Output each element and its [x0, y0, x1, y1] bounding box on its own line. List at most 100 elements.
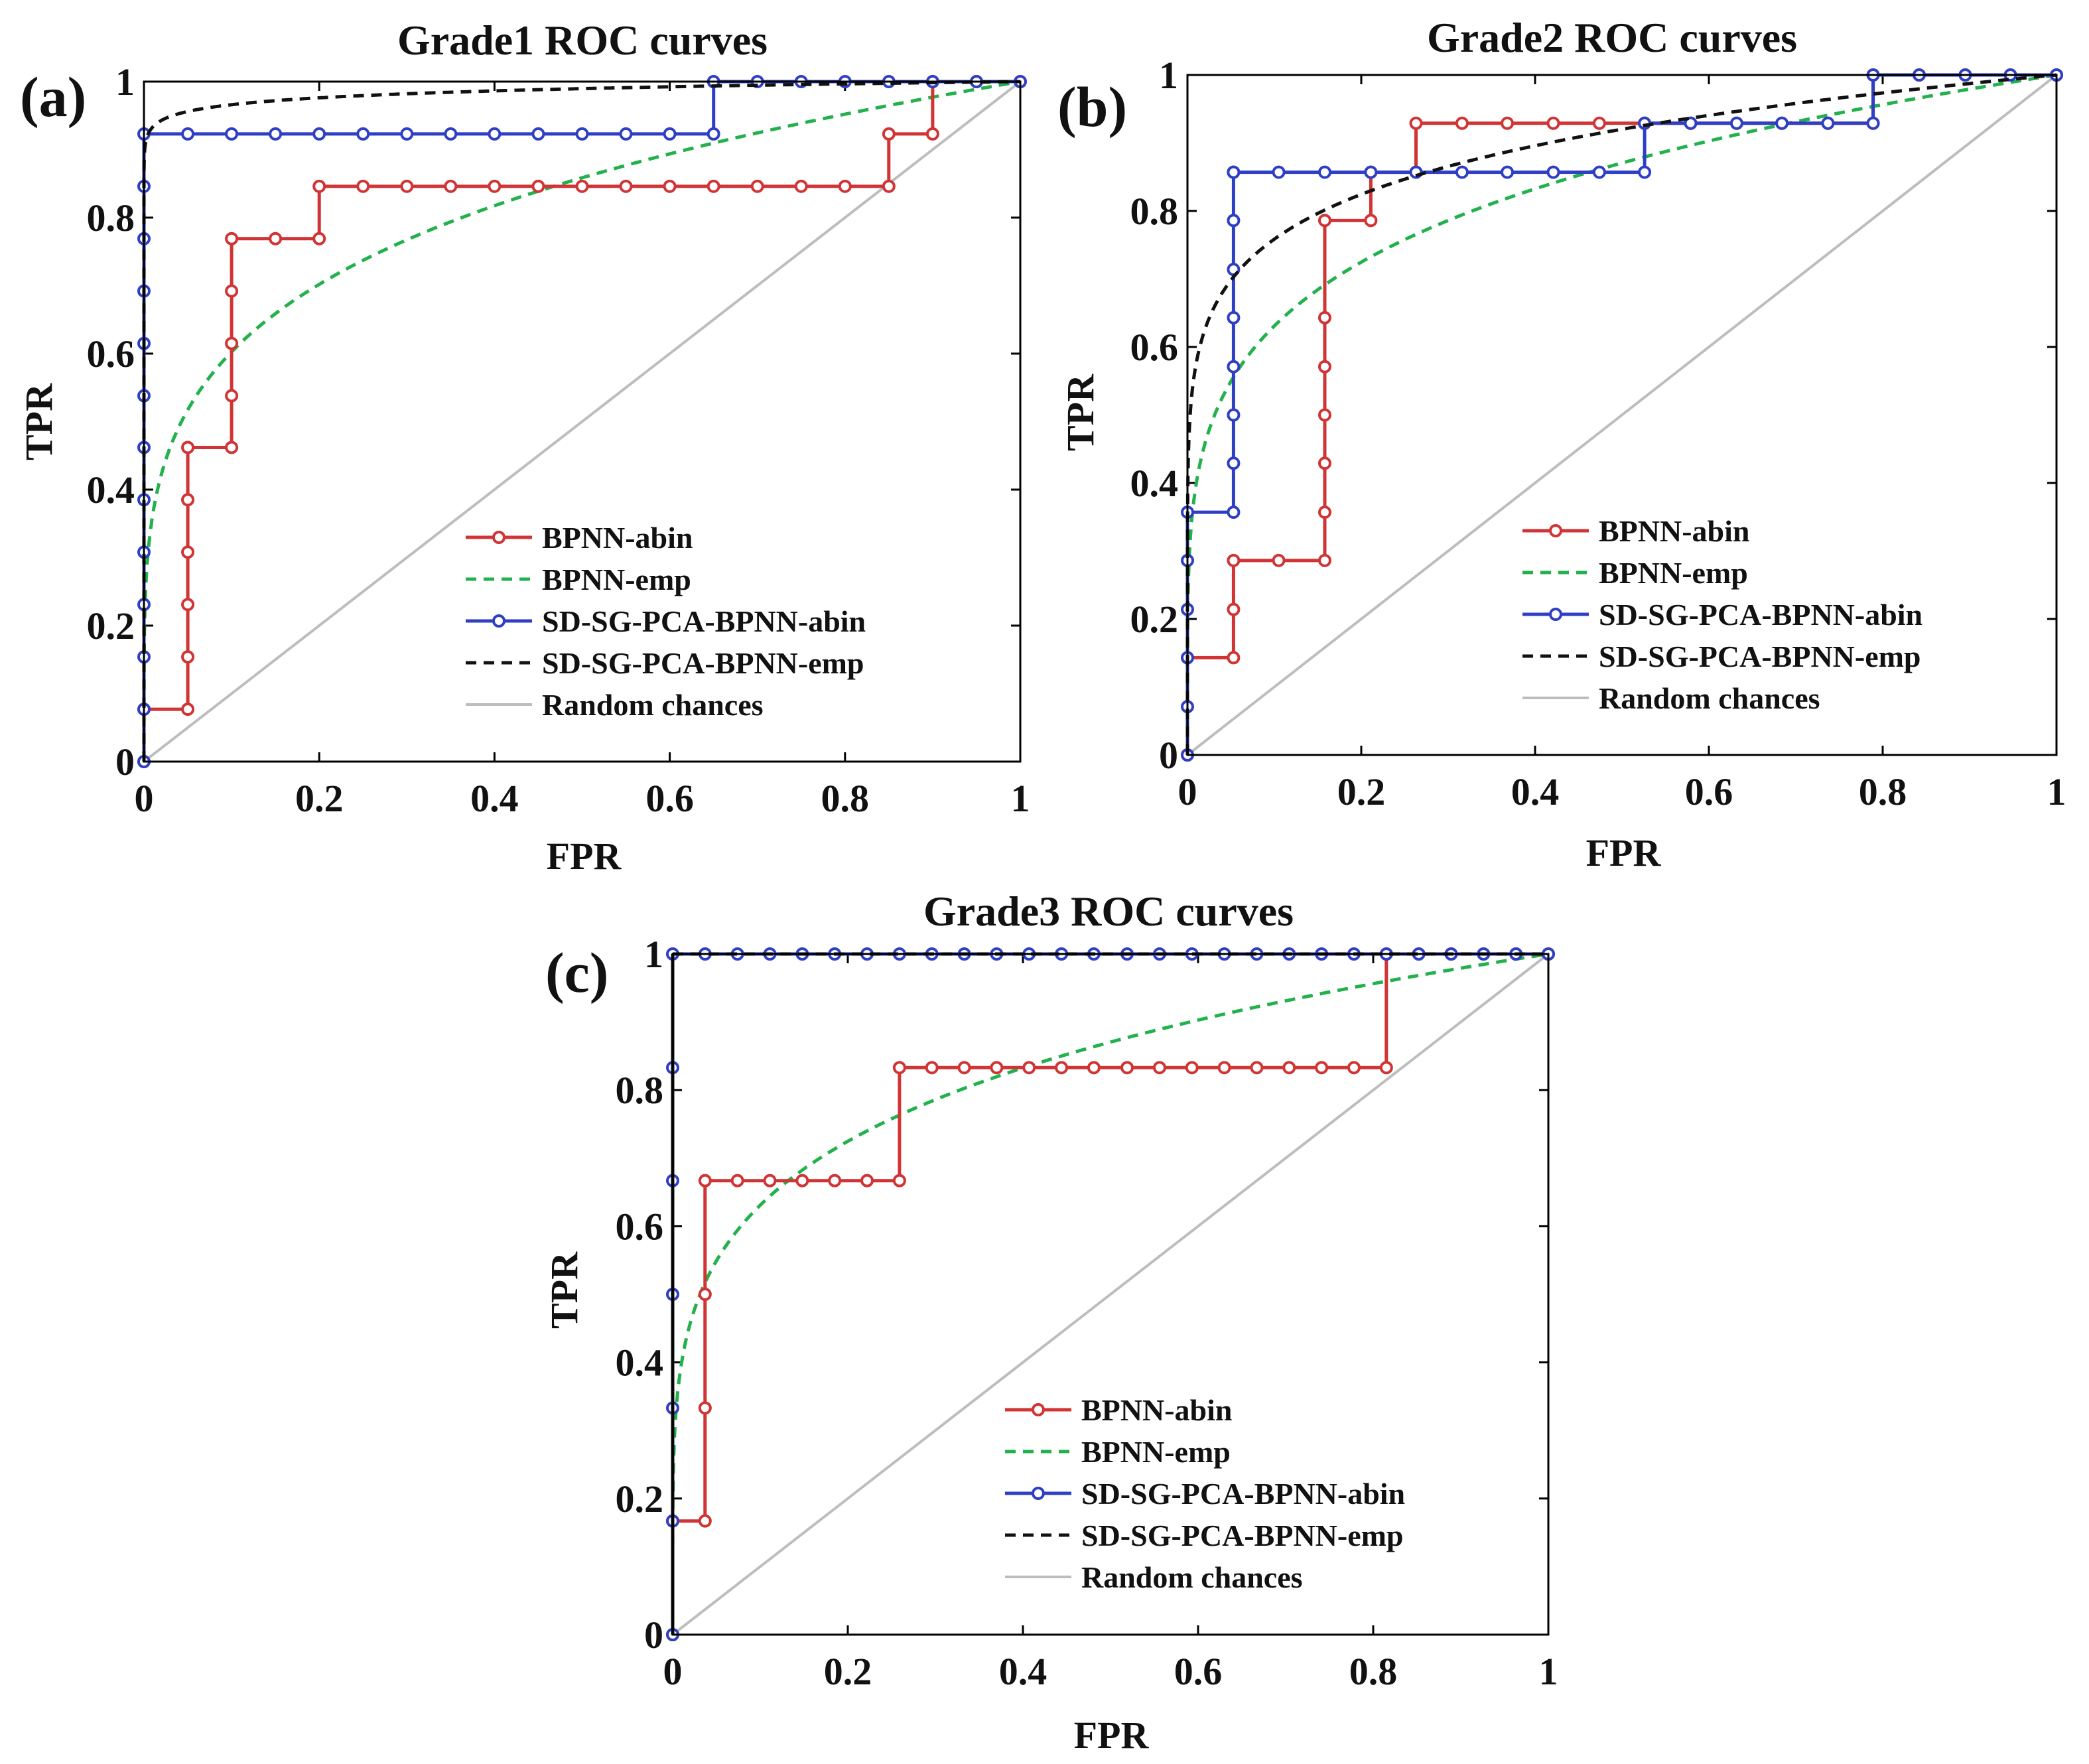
- series-bpnn-abin-point: [882, 179, 896, 193]
- x-tick-label: 1: [1011, 777, 1030, 820]
- series-bpnn-abin-point: [1272, 553, 1286, 567]
- panel-b-ticks: 0 0.2 0.4 0.6 0.8 1 0 0.2 0.4 0.6 0.8 1: [1130, 54, 2066, 813]
- series-sd-abin-point: [1227, 506, 1241, 519]
- series-bpnn-abin-point: [957, 1061, 971, 1075]
- legend-label: BPNN-emp: [542, 563, 691, 596]
- series-sd-abin-point: [1455, 165, 1469, 179]
- series-sd-abin-point: [1227, 456, 1241, 470]
- panel-b-ylabel: TPR: [1059, 373, 1102, 451]
- series-sd-abin-point: [1546, 165, 1560, 179]
- series-bpnn-abin-point: [1364, 214, 1378, 228]
- panel-b-title: Grade2 ROC curves: [1427, 14, 1797, 61]
- y-tick-label: 1: [644, 933, 663, 976]
- series-sd-abin-point: [312, 127, 326, 141]
- series-bpnn-abin-point: [312, 232, 326, 245]
- series-bpnn-abin-point: [860, 1174, 874, 1187]
- y-tick-label: 0.6: [616, 1205, 664, 1248]
- series-sd-abin-point: [1272, 165, 1286, 179]
- y-tick-label: 0.8: [87, 196, 135, 239]
- x-tick-label: 0: [663, 1650, 683, 1693]
- series-bpnn-abin-point: [1315, 1061, 1329, 1075]
- series-sd-abin-point: [1592, 165, 1606, 179]
- series-bpnn-abin-point: [828, 1174, 842, 1187]
- series-sd-abin-point: [1227, 310, 1241, 324]
- panel-c-ylabel: TPR: [543, 1251, 586, 1329]
- series-bpnn-abin-point: [794, 179, 808, 193]
- legend-item-sd-abin: SD-SG-PCA-BPNN-abin: [1522, 598, 1922, 632]
- y-tick-label: 1: [115, 60, 135, 103]
- series-sd-abin-point: [400, 127, 414, 141]
- x-tick-label: 0.2: [824, 1650, 872, 1693]
- series-bpnn-abin-point: [1055, 1061, 1069, 1075]
- series-bpnn-abin-point: [181, 598, 195, 612]
- series-bpnn-abin-point: [1317, 506, 1331, 519]
- series-bpnn-abin-point: [1227, 553, 1241, 567]
- x-tick-label: 0: [135, 777, 154, 820]
- series-bpnn-abin-point: [1317, 310, 1331, 324]
- y-tick-label: 0.6: [87, 332, 135, 375]
- panel-b: Grade2 ROC curves (b) FPR TPR 0 0.2 0.4 0.6…: [1057, 14, 2066, 874]
- series-bpnn-abin-point: [356, 179, 370, 193]
- panel-c: Grade3 ROC curves (c) FPR TPR 0 0.2 0.4 0.6…: [543, 888, 1558, 1757]
- y-tick-label: 0.8: [1130, 190, 1179, 233]
- legend-label: SD-SG-PCA-BPNN-abin: [1081, 1477, 1405, 1511]
- series-bpnn-abin-point: [698, 1401, 712, 1415]
- series-bpnn-abin-point: [1087, 1061, 1101, 1075]
- series-bpnn-abin-point: [1501, 116, 1515, 130]
- series-bpnn-abin-point: [269, 232, 283, 245]
- legend-label: BPNN-abin: [1599, 514, 1749, 548]
- series-bpnn-abin-point: [1546, 116, 1560, 130]
- series-bpnn-abin-line: [671, 952, 1548, 1635]
- legend-item-sd-emp: SD-SG-PCA-BPNN-emp: [1522, 640, 1921, 673]
- series-sd-abin-point: [575, 127, 589, 141]
- series-bpnn-abin-point: [698, 1174, 712, 1187]
- x-tick-label: 0.2: [1337, 770, 1386, 813]
- legend-label: SD-SG-PCA-BPNN-abin: [542, 604, 866, 638]
- legend-item-bpnn-abin: BPNN-abin: [1522, 514, 1749, 548]
- legend-item-bpnn-emp: BPNN-emp: [466, 563, 691, 596]
- y-tick-label: 0: [644, 1613, 663, 1657]
- series-bpnn-abin-point: [1227, 651, 1241, 665]
- series-bpnn-abin-point: [488, 179, 502, 193]
- series-sd-abin-point: [1866, 116, 1880, 130]
- series-bpnn-abin-point: [1250, 1061, 1264, 1075]
- panel-c-title: Grade3 ROC curves: [923, 888, 1294, 935]
- x-tick-label: 0.2: [295, 777, 344, 820]
- series-bpnn-abin-point: [838, 179, 852, 193]
- series-bpnn-abin-point: [795, 1174, 809, 1187]
- series-bpnn-abin-point: [892, 1061, 906, 1075]
- y-tick-label: 0.2: [1130, 598, 1179, 641]
- panel-b-label: (b): [1057, 75, 1127, 139]
- series-bpnn-abin-point: [1185, 1061, 1199, 1075]
- panel-c-axes-frame: [671, 953, 1550, 1636]
- panel-b-xlabel: FPR: [1586, 831, 1662, 874]
- series-sd-abin-point: [1729, 116, 1743, 130]
- series-bpnn-abin-point: [225, 441, 239, 454]
- x-tick-label: 0.8: [1859, 770, 1907, 813]
- legend-label: SD-SG-PCA-BPNN-abin: [1599, 598, 1922, 632]
- legend-marker: [492, 614, 505, 628]
- legend-item-bpnn-abin: BPNN-abin: [466, 521, 693, 555]
- series-sd-abin-point: [269, 127, 283, 141]
- legend-marker: [1032, 1487, 1045, 1500]
- legend-label: Random chances: [1081, 1560, 1303, 1594]
- series-sd-abin-point: [1684, 116, 1698, 130]
- series-bpnn-abin-point: [1317, 408, 1331, 422]
- y-tick-label: 0.2: [87, 604, 135, 647]
- x-tick-label: 0.8: [821, 777, 870, 820]
- legend-item-random: Random chances: [1522, 681, 1820, 715]
- series-sd-abin-point: [1227, 214, 1241, 228]
- series-bpnn-abin-point: [225, 284, 239, 298]
- panel-a-ticks: 0 0.2 0.4 0.6 0.8 1 0 0.2 0.4 0.6 0.8 1: [87, 60, 1030, 820]
- panel-b-plot-area: [1181, 68, 2063, 762]
- series-bpnn-abin-point: [730, 1174, 744, 1187]
- series-bpnn-abin-point: [181, 493, 195, 507]
- legend-item-bpnn-emp: BPNN-emp: [1522, 556, 1748, 590]
- panel-c-label: (c): [545, 941, 608, 1004]
- y-tick-label: 0.2: [616, 1477, 664, 1521]
- series-bpnn-abin-point: [1455, 116, 1469, 130]
- series-sd-abin-point: [531, 127, 545, 141]
- series-bpnn-abin-point: [1317, 360, 1331, 373]
- series-bpnn-abin-point: [1409, 116, 1423, 130]
- series-sd-abin-point: [1227, 165, 1241, 179]
